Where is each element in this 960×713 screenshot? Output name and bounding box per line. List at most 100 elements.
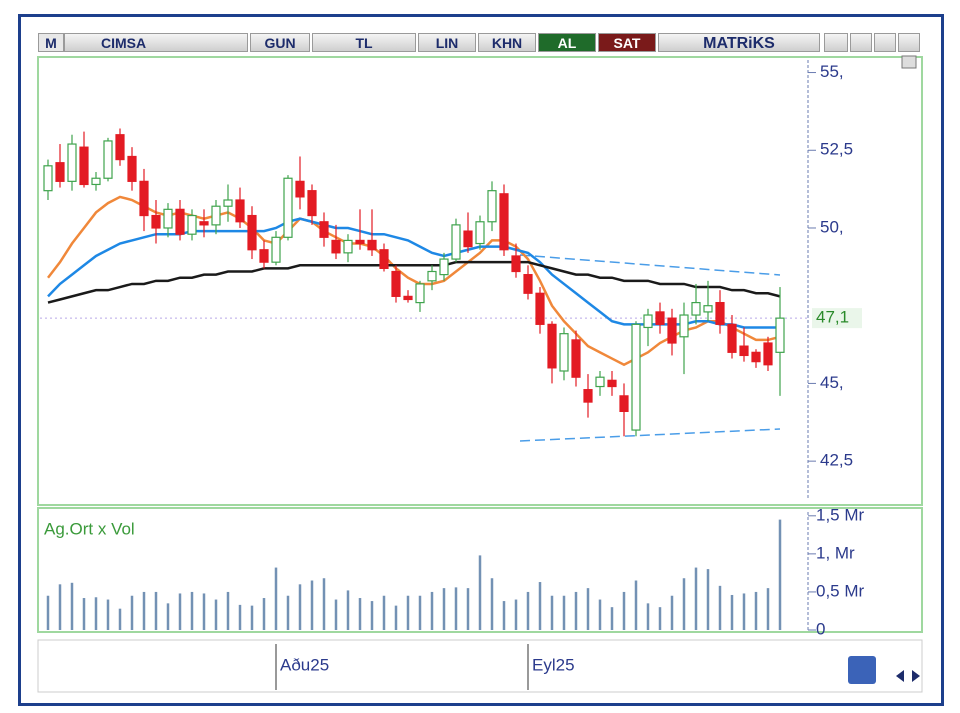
- candle-body: [463, 230, 473, 248]
- volume-panel: [37, 507, 923, 633]
- volume-bar: [526, 591, 530, 630]
- candle-body: [187, 214, 197, 235]
- candle-body: [235, 199, 245, 223]
- candle-body: [295, 180, 305, 198]
- volume-bar: [442, 588, 446, 630]
- volume-bar: [214, 599, 218, 630]
- volume-bar: [298, 584, 302, 630]
- trend-line: [519, 254, 781, 276]
- y-tick-label: 42,5: [820, 451, 853, 470]
- volume-bar: [478, 555, 482, 630]
- candle-body: [655, 311, 665, 325]
- candle-body: [775, 317, 785, 353]
- candle-body: [211, 205, 221, 226]
- candle-body: [355, 239, 365, 245]
- candle-body: [535, 292, 545, 325]
- volume-bar: [418, 595, 422, 630]
- volume-bar: [94, 597, 98, 630]
- y-tick-label: 1, Mr: [816, 543, 855, 562]
- volume-bar: [742, 593, 746, 630]
- volume-bar: [106, 599, 110, 630]
- mode-button[interactable]: KHN: [478, 33, 536, 52]
- volume-bar: [730, 594, 734, 630]
- volume-bar: [682, 578, 686, 630]
- minimize-button[interactable]: [850, 33, 872, 52]
- scale-button[interactable]: LIN: [418, 33, 476, 52]
- candle-body: [595, 376, 605, 388]
- volume-bar: [358, 598, 362, 630]
- volume-bar: [70, 582, 74, 630]
- candle-body: [631, 323, 641, 431]
- period-button[interactable]: GUN: [250, 33, 310, 52]
- candle-body: [571, 339, 581, 378]
- trend-line: [519, 428, 781, 442]
- candle-body: [667, 317, 677, 344]
- candle-body: [523, 274, 533, 294]
- candle-body: [379, 249, 389, 269]
- candle-body: [475, 221, 485, 245]
- volume-bar: [766, 588, 770, 630]
- candle-body: [391, 270, 401, 297]
- volume-bar: [118, 608, 122, 630]
- restore-button[interactable]: [874, 33, 896, 52]
- volume-bar: [574, 591, 578, 630]
- candle-body: [703, 305, 713, 313]
- volume-bar: [202, 593, 206, 630]
- candle-body: [151, 214, 161, 229]
- candle-body: [559, 333, 569, 372]
- symbol-box[interactable]: CIMSA: [64, 33, 248, 52]
- close-button[interactable]: [898, 33, 920, 52]
- volume-title: Ag.Ort x Vol: [44, 519, 135, 538]
- candle-body: [427, 270, 437, 282]
- y-tick-label: 1,5 Mr: [816, 505, 865, 524]
- currency-button[interactable]: TL: [312, 33, 416, 52]
- volume-bar: [274, 567, 278, 630]
- candle-body: [499, 193, 509, 251]
- prev-button[interactable]: [896, 670, 904, 682]
- candle-body: [259, 249, 269, 263]
- candle-body: [199, 221, 209, 226]
- volume-bar: [46, 595, 50, 630]
- candle-body: [739, 345, 749, 357]
- volume-bar: [706, 569, 710, 630]
- volume-bar: [166, 603, 170, 630]
- y-tick-label: 0,5 Mr: [816, 581, 865, 600]
- volume-bar: [226, 591, 230, 630]
- candle-body: [223, 199, 233, 207]
- volume-bar: [262, 598, 266, 630]
- candle-body: [619, 395, 629, 412]
- candle-body: [55, 162, 65, 182]
- volume-bar: [178, 593, 182, 630]
- volume-bar: [694, 567, 698, 630]
- candle-body: [331, 239, 341, 254]
- candle-body: [283, 177, 293, 238]
- candle-body: [103, 140, 113, 179]
- candle-body: [727, 323, 737, 353]
- candle-body: [715, 301, 725, 325]
- next-button[interactable]: [912, 670, 920, 682]
- candle-body: [607, 379, 617, 388]
- time-axis-panel: [37, 639, 923, 693]
- dropdown-button[interactable]: [824, 33, 848, 52]
- moving-average-line: [47, 217, 780, 329]
- x-tick-label: Aðu25: [280, 655, 329, 674]
- buy-button[interactable]: AL: [538, 33, 596, 52]
- sell-button[interactable]: SAT: [598, 33, 656, 52]
- volume-bar: [502, 601, 506, 630]
- volume-bar: [286, 595, 290, 630]
- moving-average-line: [47, 260, 781, 304]
- volume-bar: [466, 588, 470, 630]
- candle-body: [91, 177, 101, 186]
- candle-body: [115, 134, 125, 161]
- candle-body: [679, 314, 689, 338]
- x-tick-label: Eyl25: [532, 655, 575, 674]
- panel-button[interactable]: [901, 55, 917, 69]
- refresh-button[interactable]: [848, 656, 876, 684]
- volume-bar: [754, 591, 758, 630]
- candle-body: [175, 208, 185, 235]
- volume-bar: [82, 598, 86, 630]
- volume-bar: [658, 607, 662, 630]
- volume-bar: [514, 599, 518, 630]
